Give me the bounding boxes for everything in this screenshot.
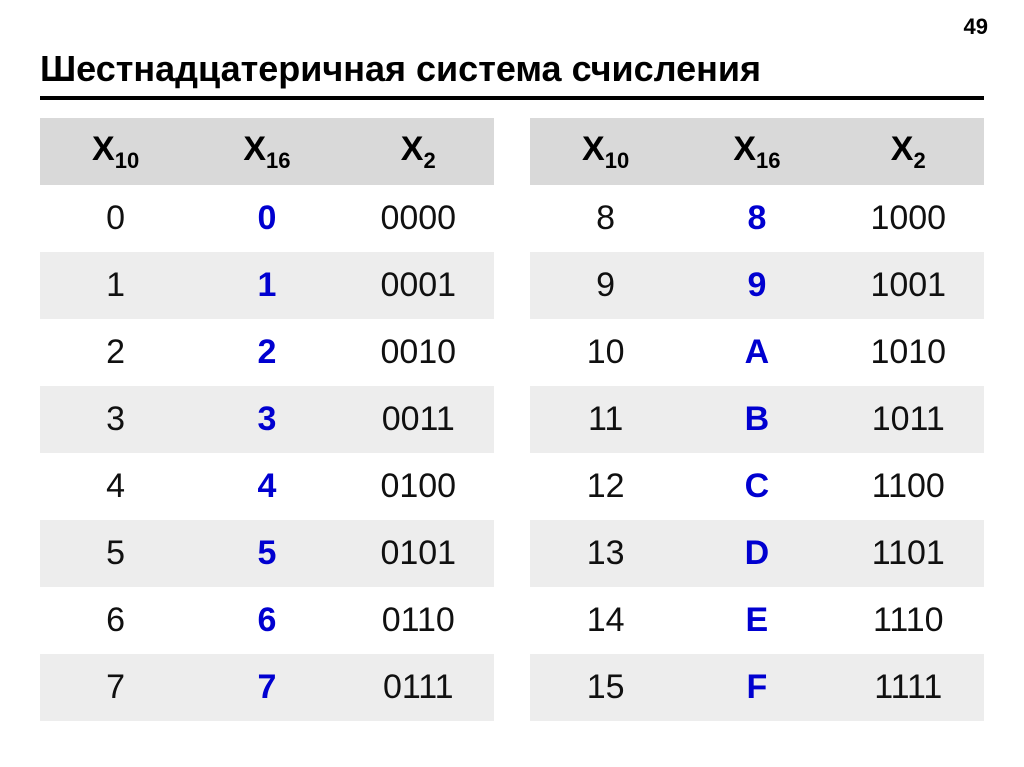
table-row: 660110 bbox=[40, 587, 494, 654]
cell-hex: 5 bbox=[191, 520, 342, 587]
col-header-dec: X10 bbox=[40, 118, 191, 185]
cell-bin: 1100 bbox=[833, 453, 984, 520]
cell-dec: 12 bbox=[530, 453, 681, 520]
cell-dec: 11 bbox=[530, 386, 681, 453]
table-row: 12C1100 bbox=[530, 453, 984, 520]
cell-hex: 6 bbox=[191, 587, 342, 654]
table-body-left: 0000001100012200103300114401005501016601… bbox=[40, 185, 494, 721]
cell-hex: 9 bbox=[681, 252, 832, 319]
cell-hex: E bbox=[681, 587, 832, 654]
cell-bin: 1010 bbox=[833, 319, 984, 386]
cell-dec: 4 bbox=[40, 453, 191, 520]
cell-hex: B bbox=[681, 386, 832, 453]
cell-hex: 2 bbox=[191, 319, 342, 386]
cell-bin: 0110 bbox=[343, 587, 494, 654]
table-row: 881000 bbox=[530, 185, 984, 252]
cell-hex: 1 bbox=[191, 252, 342, 319]
cell-dec: 9 bbox=[530, 252, 681, 319]
cell-hex: 7 bbox=[191, 654, 342, 721]
col-header-dec: X10 bbox=[530, 118, 681, 185]
cell-hex: 3 bbox=[191, 386, 342, 453]
cell-dec: 7 bbox=[40, 654, 191, 721]
cell-bin: 0111 bbox=[343, 654, 494, 721]
cell-bin: 0100 bbox=[343, 453, 494, 520]
tables-container: X10 X16 X2 00000011000122001033001144010… bbox=[40, 118, 984, 721]
cell-bin: 1110 bbox=[833, 587, 984, 654]
table-row: 11B1011 bbox=[530, 386, 984, 453]
table-body-right: 88100099100110A101011B101112C110013D1101… bbox=[530, 185, 984, 721]
table-row: 10A1010 bbox=[530, 319, 984, 386]
conversion-table-left: X10 X16 X2 00000011000122001033001144010… bbox=[40, 118, 494, 721]
cell-hex: F bbox=[681, 654, 832, 721]
cell-dec: 13 bbox=[530, 520, 681, 587]
cell-bin: 1111 bbox=[833, 654, 984, 721]
table-row: 13D1101 bbox=[530, 520, 984, 587]
table-row: 770111 bbox=[40, 654, 494, 721]
cell-dec: 6 bbox=[40, 587, 191, 654]
cell-dec: 10 bbox=[530, 319, 681, 386]
cell-dec: 2 bbox=[40, 319, 191, 386]
cell-hex: A bbox=[681, 319, 832, 386]
cell-hex: 0 bbox=[191, 185, 342, 252]
table-row: 220010 bbox=[40, 319, 494, 386]
table-header-row: X10 X16 X2 bbox=[40, 118, 494, 185]
conversion-table-right: X10 X16 X2 88100099100110A101011B101112C… bbox=[530, 118, 984, 721]
col-header-hex: X16 bbox=[681, 118, 832, 185]
cell-bin: 0000 bbox=[343, 185, 494, 252]
col-header-bin: X2 bbox=[343, 118, 494, 185]
cell-bin: 0001 bbox=[343, 252, 494, 319]
title-underline bbox=[40, 96, 984, 100]
col-header-bin: X2 bbox=[833, 118, 984, 185]
cell-hex: 8 bbox=[681, 185, 832, 252]
page-number: 49 bbox=[964, 14, 988, 40]
cell-bin: 1101 bbox=[833, 520, 984, 587]
table-row: 991001 bbox=[530, 252, 984, 319]
cell-dec: 15 bbox=[530, 654, 681, 721]
cell-bin: 1011 bbox=[833, 386, 984, 453]
cell-hex: 4 bbox=[191, 453, 342, 520]
cell-dec: 1 bbox=[40, 252, 191, 319]
cell-bin: 1000 bbox=[833, 185, 984, 252]
cell-dec: 3 bbox=[40, 386, 191, 453]
cell-dec: 8 bbox=[530, 185, 681, 252]
cell-hex: D bbox=[681, 520, 832, 587]
table-row: 14E1110 bbox=[530, 587, 984, 654]
cell-bin: 0011 bbox=[343, 386, 494, 453]
table-header-row: X10 X16 X2 bbox=[530, 118, 984, 185]
table-row: 000000 bbox=[40, 185, 494, 252]
col-header-hex: X16 bbox=[191, 118, 342, 185]
table-row: 110001 bbox=[40, 252, 494, 319]
cell-dec: 5 bbox=[40, 520, 191, 587]
table-row: 550101 bbox=[40, 520, 494, 587]
cell-bin: 0101 bbox=[343, 520, 494, 587]
table-row: 440100 bbox=[40, 453, 494, 520]
cell-bin: 1001 bbox=[833, 252, 984, 319]
cell-dec: 14 bbox=[530, 587, 681, 654]
cell-dec: 0 bbox=[40, 185, 191, 252]
table-row: 330011 bbox=[40, 386, 494, 453]
cell-bin: 0010 bbox=[343, 319, 494, 386]
cell-hex: C bbox=[681, 453, 832, 520]
slide-title: Шестнадцатеричная система счисления bbox=[40, 48, 984, 90]
table-row: 15F1111 bbox=[530, 654, 984, 721]
